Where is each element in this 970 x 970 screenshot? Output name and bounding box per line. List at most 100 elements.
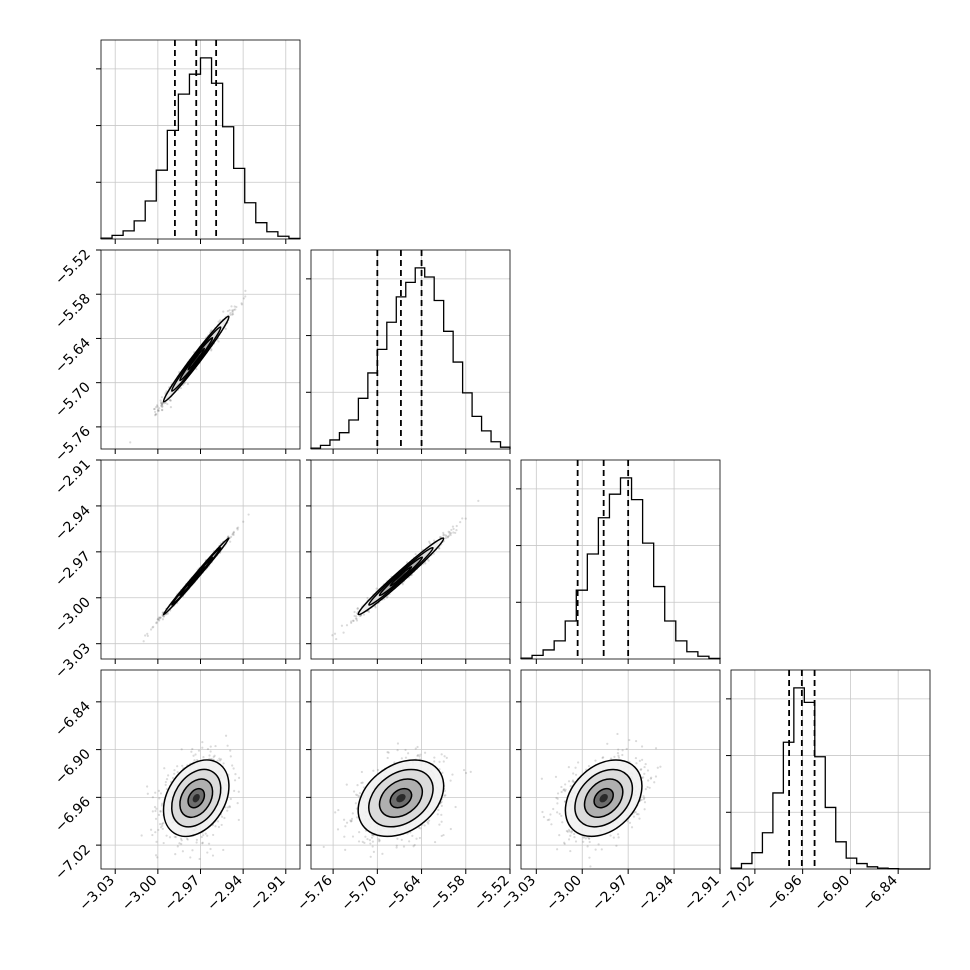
density-layer xyxy=(142,513,250,643)
scatter-panel-3-2 xyxy=(520,669,721,870)
sample-point xyxy=(161,824,164,827)
sample-point xyxy=(226,744,229,747)
sample-point xyxy=(383,598,386,601)
sample-point xyxy=(433,756,436,759)
contour-line xyxy=(378,778,424,819)
sample-point xyxy=(402,845,406,848)
sample-point xyxy=(440,834,443,838)
sample-point xyxy=(572,772,575,775)
sample-point xyxy=(165,778,169,781)
contour-line xyxy=(187,347,206,371)
sample-point xyxy=(169,406,173,409)
sample-point xyxy=(452,531,455,534)
sample-point xyxy=(153,410,157,414)
sample-point xyxy=(222,310,225,313)
sample-point xyxy=(242,297,245,300)
sample-point xyxy=(586,845,589,848)
sample-point xyxy=(160,401,163,404)
sample-point xyxy=(217,825,221,829)
sample-point xyxy=(436,813,439,816)
sample-point xyxy=(231,309,234,313)
sample-point xyxy=(208,754,211,757)
sample-point xyxy=(393,761,396,764)
sample-point xyxy=(361,781,364,784)
sample-point xyxy=(155,840,158,843)
sample-point xyxy=(146,785,149,788)
sample-point xyxy=(163,767,166,770)
sample-point xyxy=(443,789,446,793)
sample-point xyxy=(354,617,358,620)
sample-point xyxy=(564,788,567,791)
sample-point xyxy=(159,616,162,619)
sample-point xyxy=(395,846,398,849)
sample-point xyxy=(440,753,443,756)
sample-point xyxy=(643,772,646,775)
sample-point xyxy=(168,398,171,402)
sample-point xyxy=(638,817,641,820)
sample-point xyxy=(454,531,457,534)
sample-point xyxy=(356,784,359,787)
sample-point xyxy=(416,754,419,757)
sample-point xyxy=(190,750,193,753)
sample-point xyxy=(200,835,203,839)
sample-point xyxy=(451,525,455,528)
sample-point xyxy=(414,553,417,556)
sample-point xyxy=(449,827,452,831)
sample-point xyxy=(386,750,389,754)
sample-point xyxy=(335,637,338,641)
sample-point xyxy=(169,399,172,402)
sample-point xyxy=(357,840,361,843)
sample-point xyxy=(621,749,624,752)
panel-frame xyxy=(730,669,931,870)
sample-point xyxy=(173,772,176,775)
sample-point xyxy=(469,770,472,773)
sample-point xyxy=(381,852,384,855)
sample-point xyxy=(155,622,158,625)
sample-point xyxy=(193,759,196,762)
sample-point xyxy=(162,841,165,845)
sample-point xyxy=(232,533,235,537)
panel-frame xyxy=(310,249,511,450)
scatter-panel-1-0 xyxy=(100,249,301,450)
sample-point xyxy=(231,311,234,314)
panel-frame xyxy=(310,669,511,870)
sample-point xyxy=(447,534,450,538)
contour-line xyxy=(368,546,434,606)
sample-point xyxy=(159,399,162,402)
sample-point xyxy=(546,818,549,822)
sample-point xyxy=(154,817,158,820)
sample-point xyxy=(628,738,631,742)
sample-point xyxy=(162,822,165,825)
sample-point xyxy=(616,732,619,736)
sample-point xyxy=(424,562,427,565)
sample-point xyxy=(173,769,176,772)
sample-point xyxy=(371,845,374,848)
contour-line xyxy=(389,787,413,809)
sample-point xyxy=(195,841,198,844)
sample-point xyxy=(229,313,232,317)
sample-point xyxy=(160,409,164,412)
sample-point xyxy=(428,542,432,545)
sample-point xyxy=(433,840,437,844)
sample-point xyxy=(358,830,361,834)
sample-point xyxy=(641,758,644,761)
sample-point xyxy=(437,547,441,550)
sample-point xyxy=(643,796,646,800)
sample-point xyxy=(156,409,160,413)
sample-point xyxy=(454,805,457,809)
sample-point xyxy=(226,806,230,809)
sample-point xyxy=(442,760,445,763)
density-layer xyxy=(322,742,472,858)
sample-point xyxy=(385,596,388,599)
sample-point xyxy=(358,614,362,618)
sample-point xyxy=(160,804,164,807)
sample-point xyxy=(419,753,422,756)
sample-point xyxy=(355,617,358,620)
sample-point xyxy=(191,849,194,852)
sample-point xyxy=(423,751,427,754)
sample-point xyxy=(186,838,189,841)
sample-point xyxy=(366,596,369,600)
scatter-panel-3-1 xyxy=(310,669,511,870)
sample-point xyxy=(206,834,209,837)
sample-point xyxy=(569,784,572,788)
